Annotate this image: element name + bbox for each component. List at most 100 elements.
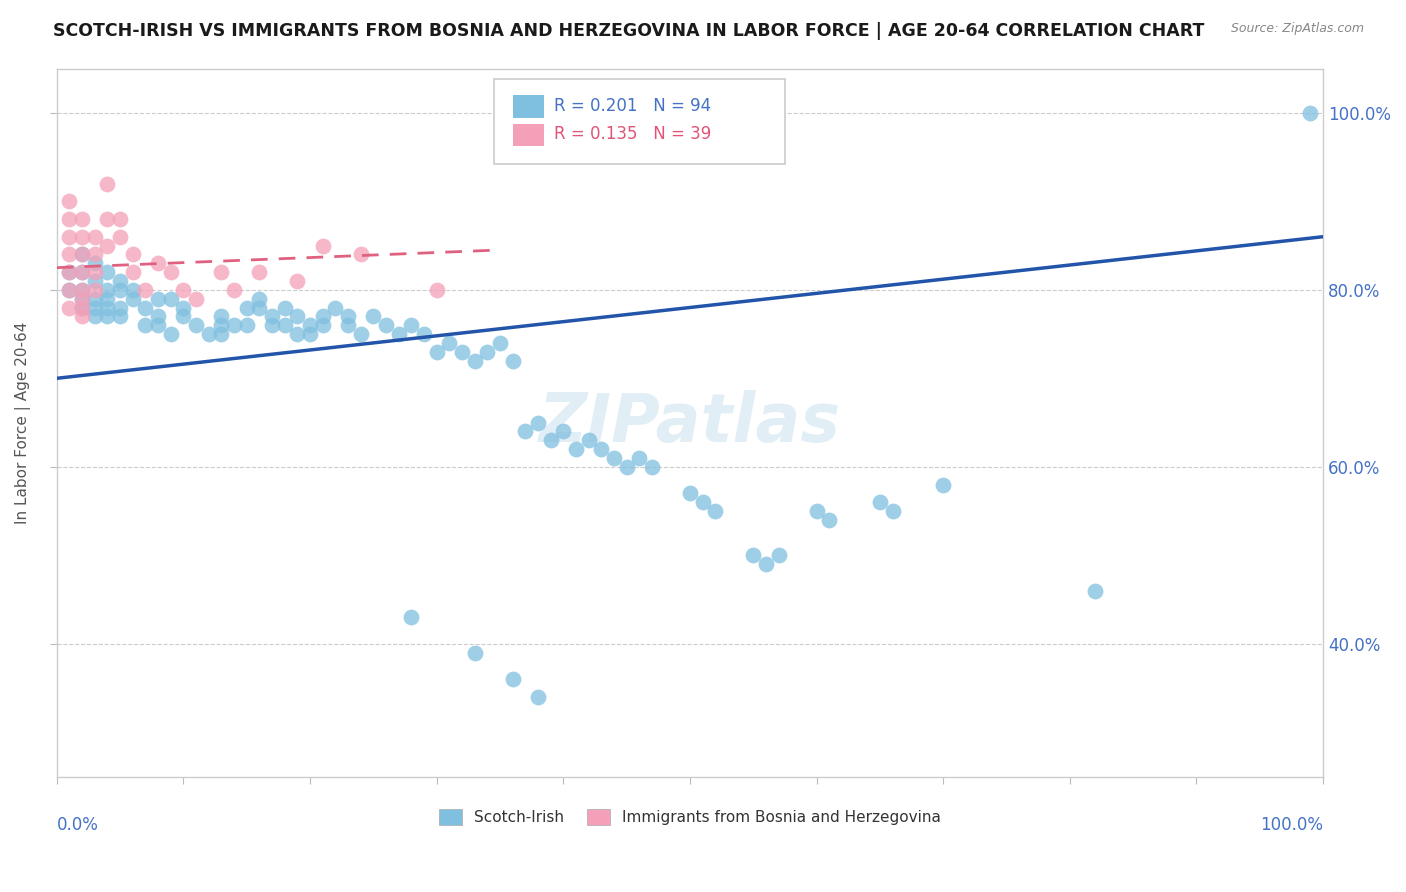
Point bbox=[477, 344, 499, 359]
Point bbox=[260, 310, 283, 324]
Point bbox=[426, 344, 449, 359]
Point bbox=[83, 274, 105, 288]
Point bbox=[311, 318, 333, 333]
Point bbox=[83, 256, 105, 270]
Point bbox=[108, 301, 131, 315]
Point bbox=[603, 450, 626, 465]
Point bbox=[70, 247, 93, 261]
Point bbox=[96, 177, 118, 191]
Point bbox=[134, 283, 156, 297]
Point bbox=[235, 301, 257, 315]
Point bbox=[502, 353, 524, 368]
Y-axis label: In Labor Force | Age 20-64: In Labor Force | Age 20-64 bbox=[15, 321, 31, 524]
Point bbox=[83, 292, 105, 306]
Point bbox=[121, 292, 143, 306]
Point bbox=[108, 310, 131, 324]
Point bbox=[108, 274, 131, 288]
Point bbox=[451, 344, 474, 359]
Point bbox=[591, 442, 613, 457]
Point bbox=[58, 283, 80, 297]
Point bbox=[616, 459, 638, 474]
Point bbox=[83, 229, 105, 244]
Text: ZIPatlas: ZIPatlas bbox=[538, 390, 841, 456]
Point bbox=[96, 283, 118, 297]
Point bbox=[553, 425, 575, 439]
Point bbox=[83, 265, 105, 279]
Point bbox=[58, 194, 80, 209]
Point bbox=[58, 247, 80, 261]
Point bbox=[260, 318, 283, 333]
Point bbox=[426, 283, 449, 297]
Point bbox=[641, 459, 664, 474]
Point bbox=[70, 283, 93, 297]
Point bbox=[540, 434, 562, 448]
Point bbox=[70, 229, 93, 244]
Point bbox=[96, 265, 118, 279]
Point bbox=[209, 310, 232, 324]
Point bbox=[121, 283, 143, 297]
Point bbox=[172, 283, 194, 297]
Point bbox=[1084, 583, 1107, 598]
Point bbox=[235, 318, 257, 333]
Point bbox=[146, 292, 169, 306]
Point bbox=[70, 310, 93, 324]
Point bbox=[439, 335, 461, 350]
Text: 0.0%: 0.0% bbox=[56, 815, 98, 833]
Point bbox=[209, 318, 232, 333]
Point bbox=[323, 301, 346, 315]
Point bbox=[70, 247, 93, 261]
Point bbox=[83, 247, 105, 261]
Point bbox=[58, 212, 80, 227]
Point bbox=[83, 301, 105, 315]
Point bbox=[464, 353, 486, 368]
Point bbox=[108, 283, 131, 297]
Point bbox=[1299, 105, 1322, 120]
Text: R = 0.201   N = 94: R = 0.201 N = 94 bbox=[554, 97, 711, 115]
Point bbox=[565, 442, 588, 457]
Text: SCOTCH-IRISH VS IMMIGRANTS FROM BOSNIA AND HERZEGOVINA IN LABOR FORCE | AGE 20-6: SCOTCH-IRISH VS IMMIGRANTS FROM BOSNIA A… bbox=[53, 22, 1205, 40]
Point bbox=[515, 425, 537, 439]
Point bbox=[70, 212, 93, 227]
Point bbox=[336, 310, 359, 324]
Point bbox=[172, 310, 194, 324]
Point bbox=[502, 673, 524, 687]
Point bbox=[806, 504, 828, 518]
Point bbox=[350, 327, 373, 342]
Point bbox=[679, 486, 702, 500]
Point bbox=[96, 238, 118, 252]
Point bbox=[311, 310, 333, 324]
Point bbox=[83, 283, 105, 297]
Point bbox=[108, 229, 131, 244]
Point bbox=[108, 212, 131, 227]
Point bbox=[628, 450, 651, 465]
Point bbox=[755, 558, 778, 572]
Point bbox=[932, 477, 955, 491]
Point bbox=[882, 504, 904, 518]
Point bbox=[58, 301, 80, 315]
Point bbox=[818, 513, 841, 527]
Point bbox=[146, 318, 169, 333]
Legend: Scotch-Irish, Immigrants from Bosnia and Herzegovina: Scotch-Irish, Immigrants from Bosnia and… bbox=[432, 801, 949, 833]
Point bbox=[222, 318, 245, 333]
Point bbox=[58, 229, 80, 244]
Point bbox=[285, 327, 308, 342]
Point bbox=[247, 292, 270, 306]
Point bbox=[401, 318, 423, 333]
Point bbox=[209, 327, 232, 342]
Point bbox=[121, 247, 143, 261]
Point bbox=[146, 256, 169, 270]
Point bbox=[336, 318, 359, 333]
Point bbox=[70, 283, 93, 297]
Point bbox=[96, 301, 118, 315]
Point bbox=[413, 327, 436, 342]
Point bbox=[527, 416, 550, 430]
Point bbox=[70, 292, 93, 306]
Point bbox=[96, 212, 118, 227]
Point bbox=[134, 301, 156, 315]
Point bbox=[869, 495, 891, 509]
Point bbox=[704, 504, 727, 518]
FancyBboxPatch shape bbox=[513, 95, 544, 118]
Point bbox=[159, 327, 181, 342]
Point bbox=[197, 327, 219, 342]
Point bbox=[58, 265, 80, 279]
